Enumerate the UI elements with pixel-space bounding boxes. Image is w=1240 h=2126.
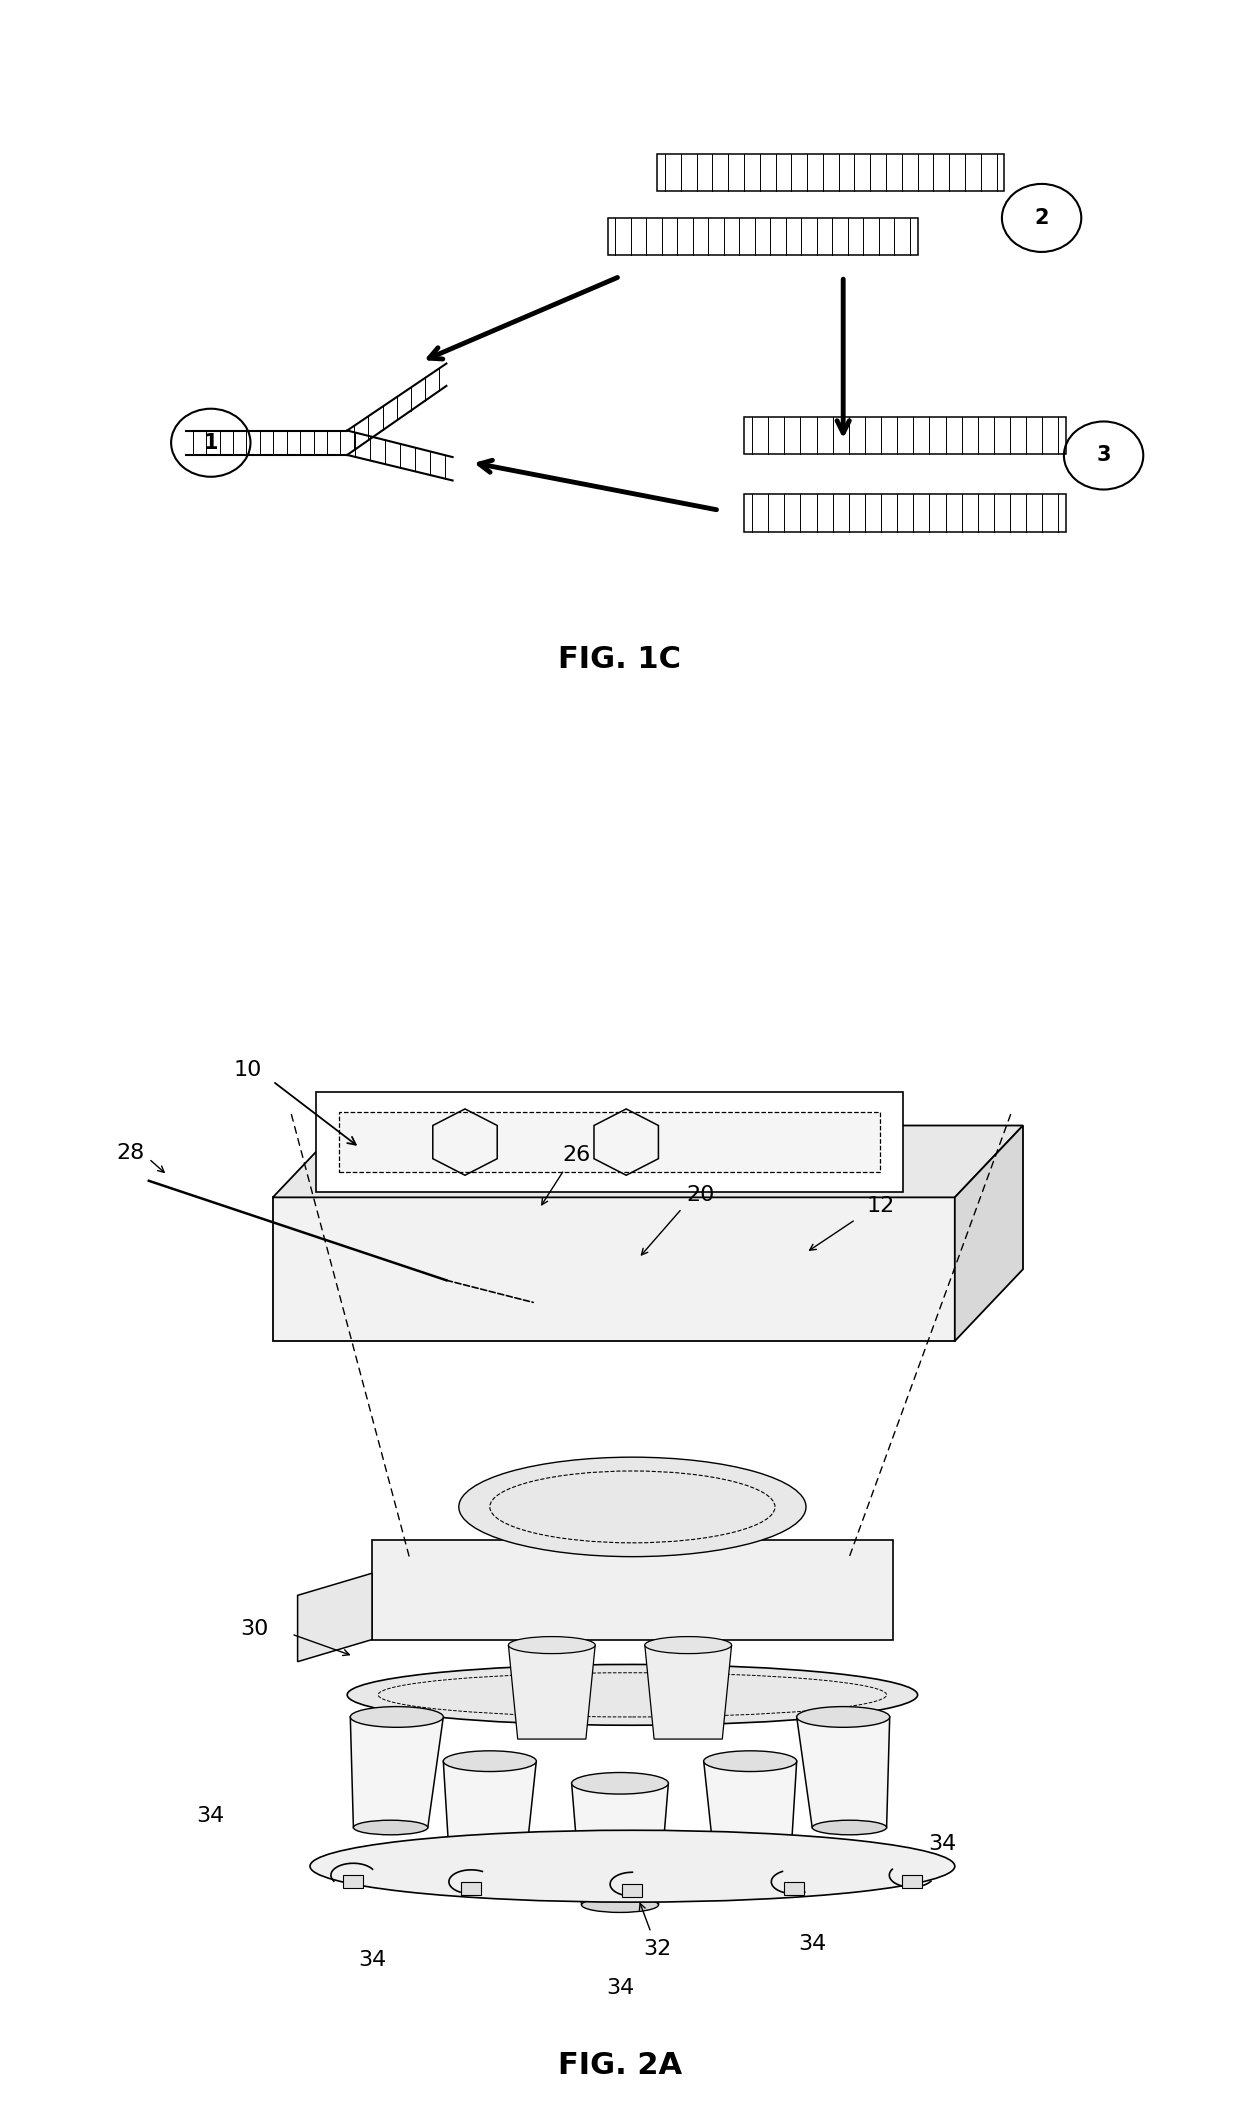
Ellipse shape: [310, 1830, 955, 1903]
Text: 1: 1: [203, 434, 218, 453]
Text: 12: 12: [867, 1197, 894, 1216]
Ellipse shape: [572, 1773, 668, 1794]
Ellipse shape: [582, 1896, 658, 1913]
Bar: [744, 417, 1066, 453]
Bar: [461, 1882, 481, 1894]
Text: 32: 32: [644, 1939, 671, 1960]
Polygon shape: [351, 1718, 444, 1828]
Polygon shape: [298, 1573, 372, 1663]
Polygon shape: [508, 1646, 595, 1739]
Ellipse shape: [715, 1865, 790, 1879]
Polygon shape: [372, 1484, 893, 1639]
Polygon shape: [273, 1197, 955, 1342]
Text: 28: 28: [117, 1144, 144, 1163]
Text: 10: 10: [234, 1061, 262, 1080]
Ellipse shape: [459, 1456, 806, 1556]
Ellipse shape: [351, 1707, 444, 1726]
Bar: [608, 217, 918, 255]
Bar: [744, 495, 1066, 532]
Polygon shape: [572, 1784, 668, 1905]
Polygon shape: [444, 1760, 537, 1871]
Text: 20: 20: [687, 1184, 714, 1205]
Ellipse shape: [508, 1637, 595, 1654]
Ellipse shape: [796, 1707, 889, 1726]
Bar: [622, 1884, 642, 1896]
Polygon shape: [339, 1112, 880, 1171]
Ellipse shape: [812, 1820, 887, 1835]
Text: 34: 34: [197, 1807, 224, 1826]
Bar: [784, 1882, 804, 1894]
Text: 34: 34: [799, 1933, 826, 1954]
Ellipse shape: [645, 1637, 732, 1654]
Ellipse shape: [347, 1665, 918, 1724]
Ellipse shape: [703, 1752, 796, 1771]
Ellipse shape: [353, 1820, 428, 1835]
Polygon shape: [316, 1093, 903, 1193]
Text: 34: 34: [358, 1950, 386, 1971]
Ellipse shape: [444, 1752, 536, 1771]
Bar: [343, 1875, 363, 1888]
Text: 3: 3: [1096, 446, 1111, 466]
Text: 2: 2: [1034, 208, 1049, 227]
Text: 30: 30: [241, 1618, 268, 1639]
Text: FIG. 2A: FIG. 2A: [558, 2052, 682, 2079]
Polygon shape: [955, 1125, 1023, 1342]
Text: 26: 26: [563, 1146, 590, 1165]
Text: 34: 34: [929, 1835, 956, 1854]
Ellipse shape: [450, 1865, 525, 1879]
Bar: [901, 1875, 921, 1888]
Polygon shape: [645, 1646, 732, 1739]
Polygon shape: [703, 1760, 796, 1871]
Polygon shape: [273, 1125, 1023, 1197]
Text: 34: 34: [606, 1977, 634, 1998]
Bar: [657, 155, 1004, 191]
Polygon shape: [796, 1718, 889, 1828]
Text: FIG. 1C: FIG. 1C: [558, 644, 682, 674]
